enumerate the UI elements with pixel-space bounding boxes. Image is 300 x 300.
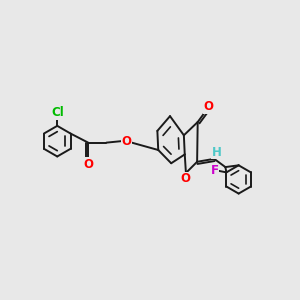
Text: O: O: [180, 172, 190, 185]
Text: F: F: [211, 164, 219, 177]
Text: O: O: [84, 158, 94, 171]
Text: O: O: [122, 135, 131, 148]
Text: O: O: [203, 100, 213, 113]
Text: H: H: [212, 146, 221, 159]
Text: Cl: Cl: [51, 106, 64, 119]
